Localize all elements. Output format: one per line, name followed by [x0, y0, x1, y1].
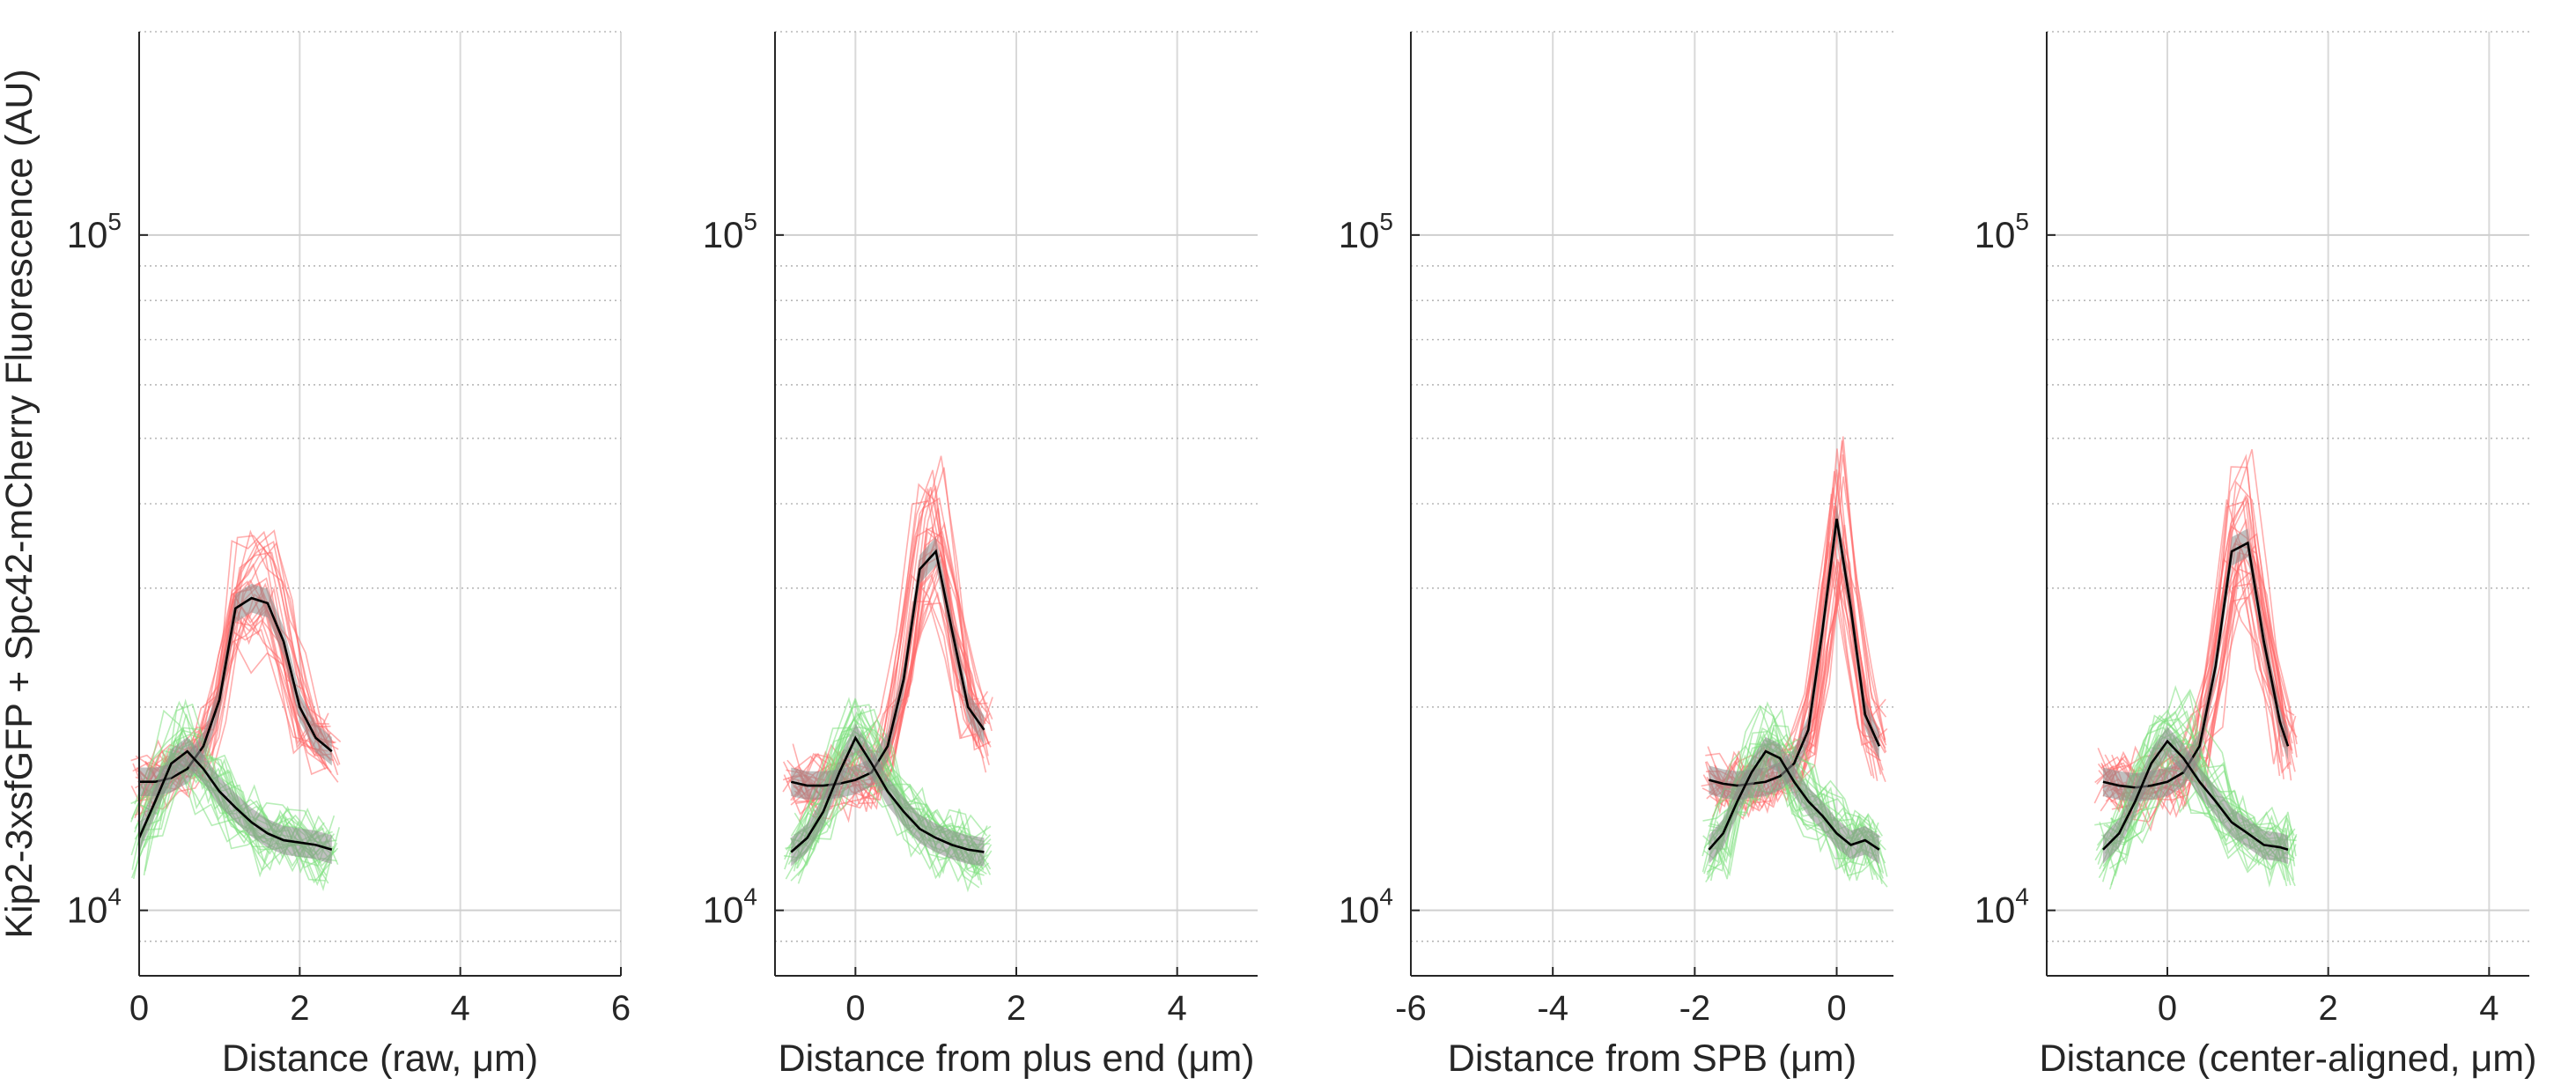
x-tick-label: 4 [2479, 989, 2498, 1028]
panel-2: 0 2 4 104 105 Distance from plus end (μm) [703, 31, 1258, 1080]
x-tick-label: 0 [845, 989, 865, 1028]
x-tick-label: 0 [1827, 989, 1846, 1028]
green-trace [2107, 737, 2295, 888]
red-mean-line [1709, 518, 1881, 787]
x-axis-label: Distance from SPB (μm) [1448, 1037, 1856, 1080]
green-mean-line [2102, 739, 2289, 851]
red-confidence-band [139, 583, 332, 796]
panel-1: 0 2 4 6 104 105 Distance (raw, μm) [67, 31, 631, 1080]
x-axis-label: Distance (center-aligned, μm) [2040, 1037, 2537, 1080]
panel-4: 0 2 4 104 105 Distance (center-aligned, μm) [1974, 31, 2537, 1080]
x-tick-label: 6 [611, 989, 631, 1028]
x-tick-label: 2 [2319, 989, 2338, 1028]
green-trace [797, 768, 993, 884]
x-tick-label: 4 [1168, 989, 1187, 1028]
x-tick-label: 0 [129, 989, 149, 1028]
panel-3: -6 -4 -2 0 104 105 Distance from SPB (μm) [1339, 31, 1893, 1080]
x-tick-label: 4 [451, 989, 470, 1028]
y-tick-label: 105 [67, 208, 122, 255]
x-tick-label: -6 [1395, 989, 1427, 1028]
x-tick-label: -2 [1679, 989, 1711, 1028]
y-tick-label: 105 [703, 208, 757, 255]
red-confidence-band [2102, 528, 2288, 802]
x-tick-label: 2 [290, 989, 309, 1028]
red-mean-line [790, 549, 985, 787]
y-axis-label: Kip2-3xsfGFP + Spc42-mCherry Fluorescenc… [0, 69, 41, 938]
green-mean-line [1708, 749, 1880, 851]
y-tick-label: 104 [703, 883, 757, 931]
red-mean-line [139, 596, 333, 784]
y-tick-label: 104 [67, 883, 122, 931]
x-tick-label: -4 [1537, 989, 1568, 1028]
y-tick-label: 104 [1339, 883, 1393, 931]
x-tick-label: 0 [2158, 989, 2177, 1028]
x-tick-label: 2 [1007, 989, 1026, 1028]
x-axis-label: Distance (raw, μm) [222, 1037, 538, 1080]
green-mean-line [137, 749, 333, 851]
green-mean-line [790, 735, 985, 853]
red-confidence-band [1709, 504, 1879, 801]
green-confidence-band [791, 723, 985, 867]
green-trace [134, 726, 328, 858]
red-trace [2093, 557, 2281, 804]
y-tick-label: 104 [1974, 883, 2029, 931]
green-confidence-band [139, 736, 332, 864]
y-tick-label: 105 [1974, 208, 2029, 255]
x-axis-label: Distance from plus end (μm) [779, 1037, 1255, 1080]
y-tick-label: 105 [1339, 208, 1393, 255]
